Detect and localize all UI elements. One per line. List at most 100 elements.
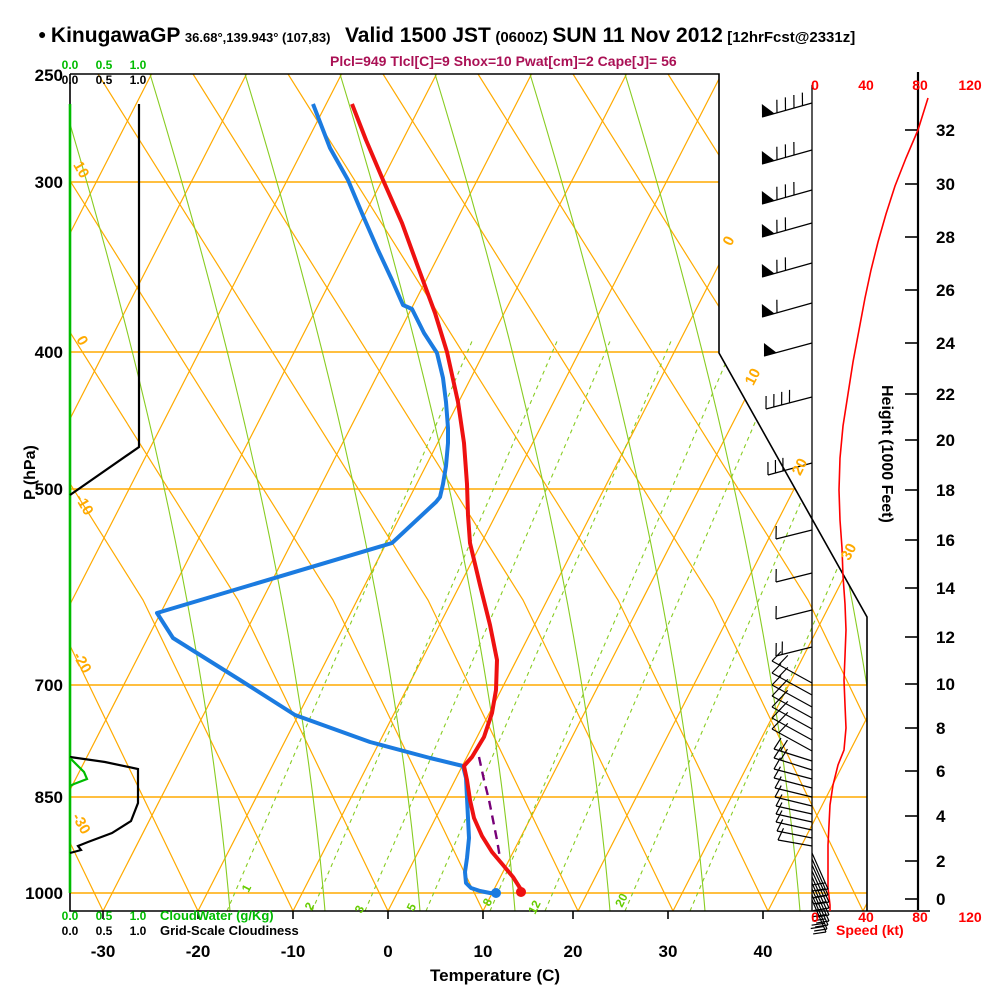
wind-barb — [774, 776, 813, 798]
wind-barb — [776, 819, 813, 839]
height-tick-label: 32 — [936, 121, 955, 140]
temperature-tick-label: 30 — [659, 942, 678, 961]
cloudwater-legend: CloudWater (g/Kg) — [160, 908, 274, 923]
temperature-tick-label: 20 — [564, 942, 583, 961]
isotherm-line — [197, 74, 628, 911]
cloudiness-scale-bottom: 1.0 — [130, 924, 147, 938]
height-tick-label: 30 — [936, 175, 955, 194]
pressure-axis-title: P (hPa) — [22, 445, 39, 500]
dry-adiabat-line — [0, 74, 8, 911]
pressure-tick-label: 500 — [35, 480, 63, 499]
mixing-ratio-label: 12 — [525, 898, 544, 917]
dry-adiabat-label: 0 — [72, 333, 91, 349]
isotherm-line — [387, 74, 818, 911]
pressure-tick-label: 300 — [35, 173, 63, 192]
isotherm-label: 0 — [720, 233, 739, 248]
temperature-tick-label: -20 — [186, 942, 211, 961]
wind-barb — [767, 457, 813, 476]
wind-barb — [775, 605, 813, 620]
wind-barb — [773, 757, 813, 780]
wind-barb — [761, 299, 813, 318]
dry-adiabat-line — [572, 74, 867, 911]
parcel-path — [477, 756, 502, 859]
speed-tick-label-bottom: 0 — [811, 909, 819, 925]
mixing-ratio-line — [364, 339, 612, 911]
height-tick-label: 26 — [936, 281, 955, 300]
temperature-axis-title: Temperature (C) — [430, 966, 561, 985]
isotherm-line — [102, 74, 533, 911]
wind-barb-layer — [761, 85, 830, 935]
wind-barb — [771, 651, 813, 684]
temperature-tick-label: -30 — [91, 942, 116, 961]
speed-tick-label-top: 40 — [858, 77, 874, 93]
dry-adiabat-line — [382, 74, 864, 911]
temperature-curve — [350, 103, 523, 892]
wind-barb — [773, 746, 813, 771]
isotherm-line — [70, 74, 343, 911]
cloudiness-scale-top: 0.5 — [96, 73, 113, 87]
moist-adiabat-line — [244, 74, 421, 911]
wind-barb — [765, 389, 813, 410]
isotherm-line — [292, 74, 723, 911]
station-coords: 36.68°,139.943° (107,83) — [184, 30, 331, 45]
wind-barb — [810, 899, 827, 935]
mixing-ratio-label: 8 — [480, 896, 496, 909]
pressure-tick-label: 700 — [35, 676, 63, 695]
isotherm-line — [767, 74, 867, 911]
isotherm-label: 30 — [838, 541, 861, 564]
mixing-ratio-label: 20 — [612, 891, 631, 910]
wind-barb — [775, 810, 813, 831]
height-tick-label: 28 — [936, 228, 955, 247]
height-tick-label: 18 — [936, 481, 955, 500]
height-axis-title: Height (1000 Feet) — [878, 385, 895, 523]
forecast-tag: [12hrFcst@2331z] — [727, 29, 856, 46]
moist-adiabat-line — [719, 74, 867, 911]
cloudwater-scale-top: 0.5 — [96, 58, 113, 72]
cloudwater-scale-bottom: 1.0 — [130, 909, 147, 923]
wind-barb — [761, 182, 813, 205]
moist-adiabat-line — [149, 74, 326, 911]
temperature-tick-label: 40 — [754, 942, 773, 961]
wind-barb — [774, 785, 813, 807]
moist-adiabat-line — [70, 74, 231, 911]
wind-barb — [761, 217, 813, 238]
cloudiness-scale-bottom: 0.0 — [62, 924, 79, 938]
wind-barb — [771, 719, 813, 752]
cloudiness-legend: Grid-Scale Cloudiness — [160, 923, 299, 938]
isotherm-label: 20 — [789, 456, 812, 479]
isotherm-line — [482, 74, 867, 911]
cloudwater-scale-bottom: 0.0 — [62, 909, 79, 923]
cloudwater-profile — [69, 757, 89, 787]
speed-axis-title: Speed (kt) — [836, 922, 904, 938]
wind-barb — [773, 766, 813, 789]
pressure-tick-label: 1000 — [25, 884, 63, 903]
height-tick-label: 24 — [936, 334, 955, 353]
speed-tick-label-top: 120 — [958, 77, 982, 93]
dry-adiabat-line — [287, 74, 769, 911]
temperature-tick-label: -10 — [281, 942, 306, 961]
wind-barb — [775, 568, 813, 583]
stability-stats: Plcl=949 Tlcl[C]=9 Shox=10 Pwat[cm]=2 Ca… — [330, 53, 677, 69]
speed-tick-label-bottom: 40 — [858, 909, 874, 925]
dry-adiabat-line — [192, 74, 674, 911]
moist-adiabat-line — [529, 74, 706, 911]
wind-barb — [761, 142, 813, 165]
height-tick-label: 8 — [936, 719, 945, 738]
cloudwater-scale-top: 1.0 — [130, 58, 147, 72]
cloudiness-scale-top: 1.0 — [130, 73, 147, 87]
mixing-ratio-line — [544, 339, 792, 911]
speed-tick-label-top: 80 — [912, 77, 928, 93]
cloudiness-scale-bottom: 0.5 — [96, 924, 113, 938]
height-tick-label: 10 — [936, 675, 955, 694]
isotherm-line — [70, 74, 153, 911]
wind-barb — [775, 525, 813, 540]
isotherm-line — [70, 74, 248, 911]
isotherm-line — [70, 74, 438, 911]
pressure-tick-label: 250 — [35, 66, 63, 85]
wind-barb — [811, 858, 829, 898]
speed-tick-label-bottom: 120 — [958, 909, 982, 925]
wind-barb — [775, 802, 813, 823]
mixing-ratio-line — [624, 339, 867, 911]
wind-barb — [763, 342, 813, 357]
